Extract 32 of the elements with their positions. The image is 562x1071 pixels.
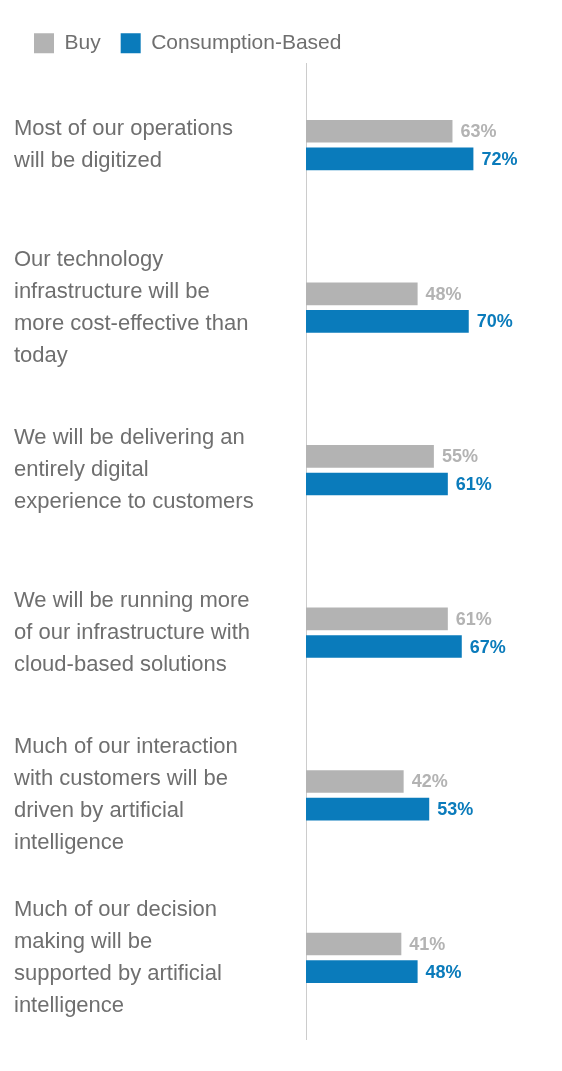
- y-tick-label: Our technology infrastructure will be more cost-effective than today: [14, 245, 249, 367]
- y-tick-label: Most of our operations will be digitized: [13, 115, 233, 173]
- bar: [306, 119, 453, 143]
- y-tick-label: Much of our interaction with customers will be driven by artificial intelligence: [13, 733, 238, 855]
- data-label: 70%: [476, 311, 513, 332]
- data-label: 48%: [425, 961, 462, 982]
- bar: [306, 282, 418, 306]
- bar: [306, 472, 448, 496]
- data-label: 42%: [411, 771, 448, 792]
- data-label: 55%: [441, 446, 478, 467]
- data-label: 67%: [469, 636, 506, 657]
- y-tick-label: We will be running more of our infrastructure with cloud-based solutions: [14, 586, 250, 676]
- legend-label: Consumption-Based: [151, 30, 342, 54]
- y-tick-label: We will be delivering an entirely digital experience to customers: [14, 424, 254, 514]
- data-label: 53%: [437, 799, 474, 820]
- legend-label: Buy: [64, 30, 102, 54]
- data-label: 72%: [481, 148, 518, 169]
- y-tick-label: Much of our decision making will be supported by artificial intelligence: [14, 896, 222, 1017]
- bar: [306, 147, 474, 171]
- data-label: 48%: [425, 283, 462, 304]
- bar: [306, 770, 404, 793]
- data-label: 41%: [409, 933, 446, 954]
- bar: [306, 932, 402, 956]
- data-label: 61%: [455, 608, 492, 629]
- bar: [306, 445, 434, 468]
- bar: [306, 797, 430, 821]
- bar: [306, 310, 469, 333]
- bar: [306, 607, 448, 631]
- data-label: 61%: [455, 473, 492, 494]
- bar: [306, 960, 418, 983]
- bar: [306, 635, 462, 658]
- data-label: 63%: [460, 121, 497, 142]
